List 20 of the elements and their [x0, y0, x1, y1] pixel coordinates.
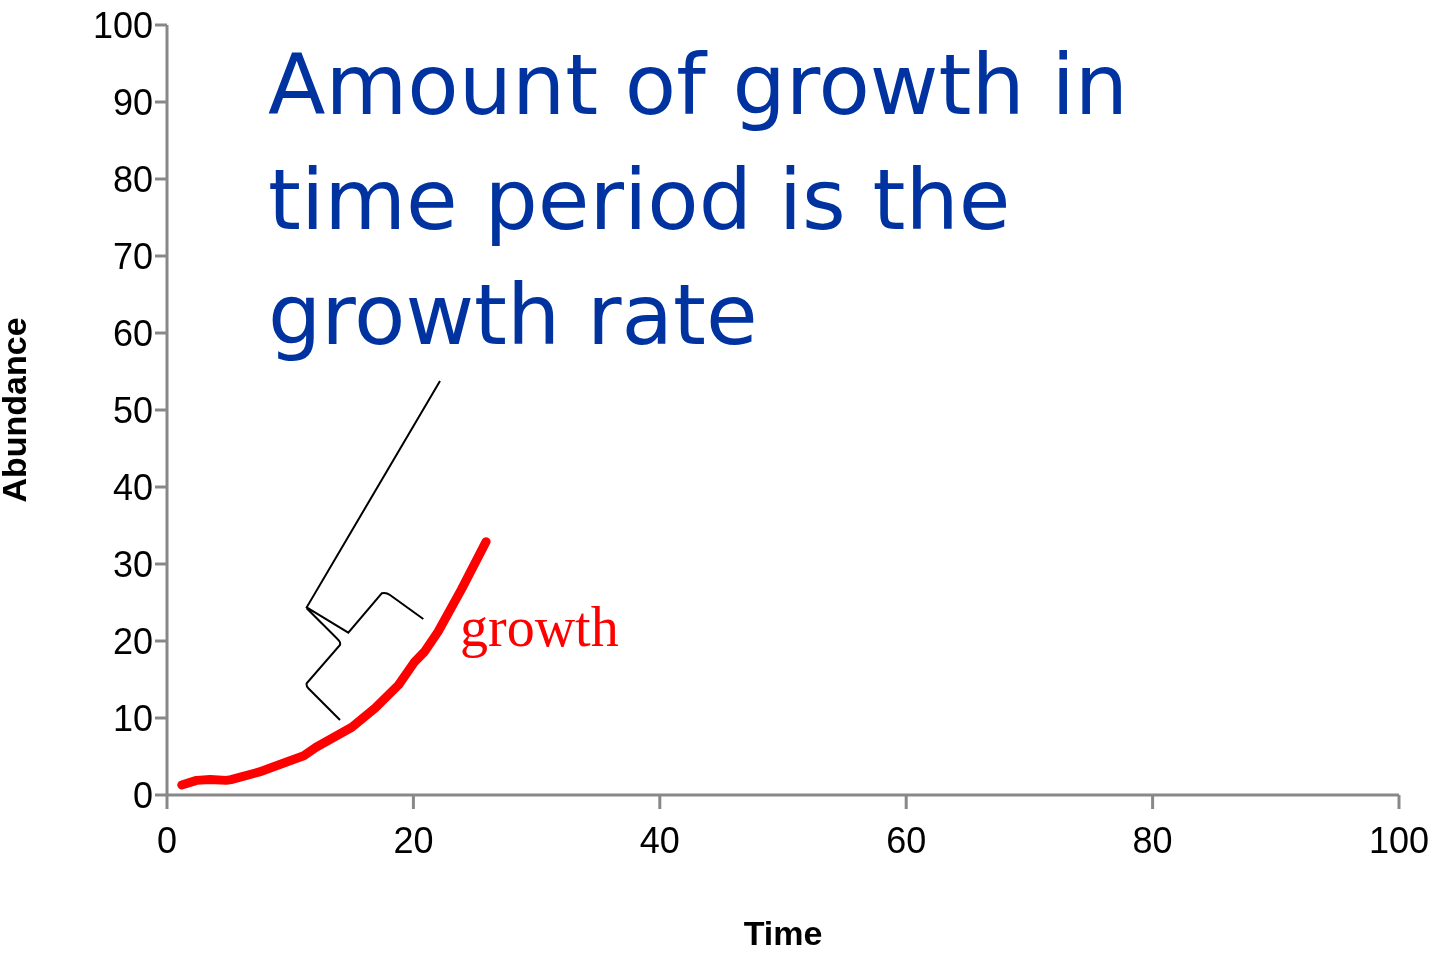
x-tick-label: 80	[1132, 819, 1173, 861]
y-axis-title: Abundance	[0, 317, 34, 503]
y-tick-label: 50	[112, 389, 153, 431]
x-tick-label: 100	[1368, 819, 1430, 861]
y-tick-label: 40	[112, 466, 153, 508]
x-tick-label: 20	[393, 819, 434, 861]
y-tick-label: 100	[92, 4, 153, 46]
y-tick-label: 80	[112, 158, 153, 200]
y-tick-label: 10	[112, 697, 153, 739]
x-axis-title: Time	[743, 914, 823, 952]
annotation: Amount of growth in time period is the growth rate	[268, 35, 1129, 366]
y-tick-label: 20	[112, 620, 153, 662]
y-tick-label: 30	[112, 543, 153, 585]
y-tick-label: 0	[132, 774, 153, 816]
x-tick-label: 60	[886, 819, 927, 861]
x-tick-label: 40	[639, 819, 680, 861]
y-tick-label: 70	[112, 235, 153, 277]
y-tick-label: 90	[112, 81, 153, 123]
series-label: growth	[460, 595, 619, 658]
y-tick-label: 60	[112, 312, 153, 354]
